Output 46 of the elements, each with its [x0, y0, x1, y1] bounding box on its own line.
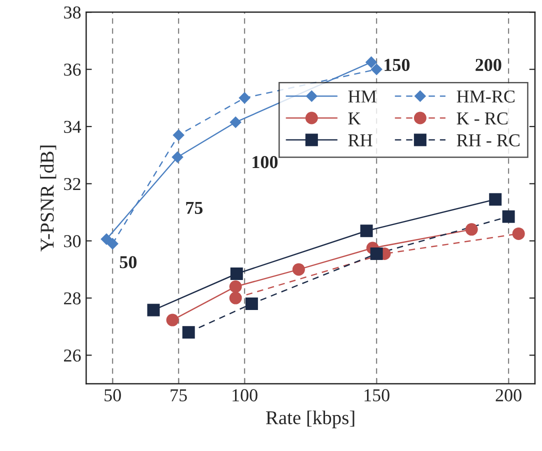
annotation: 50: [120, 256, 137, 268]
y-tick-label: 28: [64, 292, 81, 304]
point: [245, 298, 258, 310]
point: [230, 267, 243, 280]
annotation: 100: [252, 156, 278, 168]
point: [292, 263, 305, 276]
legend-label: HM: [348, 90, 376, 102]
legend-label: RH - RC: [456, 134, 520, 146]
x-tick-label: 100: [232, 389, 258, 402]
point: [370, 63, 382, 76]
point: [238, 92, 250, 104]
y-tick-label: 30: [64, 235, 81, 248]
y-tick-label: 38: [64, 6, 81, 19]
x-tick-label: 50: [104, 389, 121, 402]
annotation: 200: [476, 58, 502, 72]
point: [229, 292, 242, 304]
point: [172, 129, 184, 141]
legend-label: K - RC: [456, 112, 508, 125]
point: [230, 116, 242, 128]
point: [229, 280, 242, 293]
legend-label: HM-RC: [456, 90, 514, 103]
y-tick-label: 26: [64, 350, 81, 362]
annotation: 75: [186, 202, 203, 214]
x-tick-label: 75: [170, 389, 187, 402]
y-tick-label: 36: [64, 64, 81, 76]
x-tick-label: 200: [496, 389, 522, 402]
legend-label: RH: [348, 134, 372, 146]
point: [489, 193, 502, 206]
x-axis-title: Rate [kbps]: [266, 410, 354, 428]
point: [365, 56, 378, 68]
point: [512, 227, 525, 240]
annotation: 150: [384, 58, 410, 72]
y-axis-title: Y-PSNR [dB]: [40, 146, 56, 252]
point: [370, 247, 383, 260]
point: [182, 326, 195, 339]
point: [465, 223, 478, 236]
point: [502, 210, 515, 223]
point: [147, 304, 160, 316]
point: [106, 238, 118, 250]
point: [172, 151, 184, 164]
y-tick-label: 34: [64, 120, 82, 133]
y-tick-label: 32: [64, 178, 80, 190]
legend-label: K: [348, 112, 361, 124]
x-tick-label: 150: [364, 389, 390, 402]
point: [360, 224, 373, 238]
point: [166, 314, 179, 326]
